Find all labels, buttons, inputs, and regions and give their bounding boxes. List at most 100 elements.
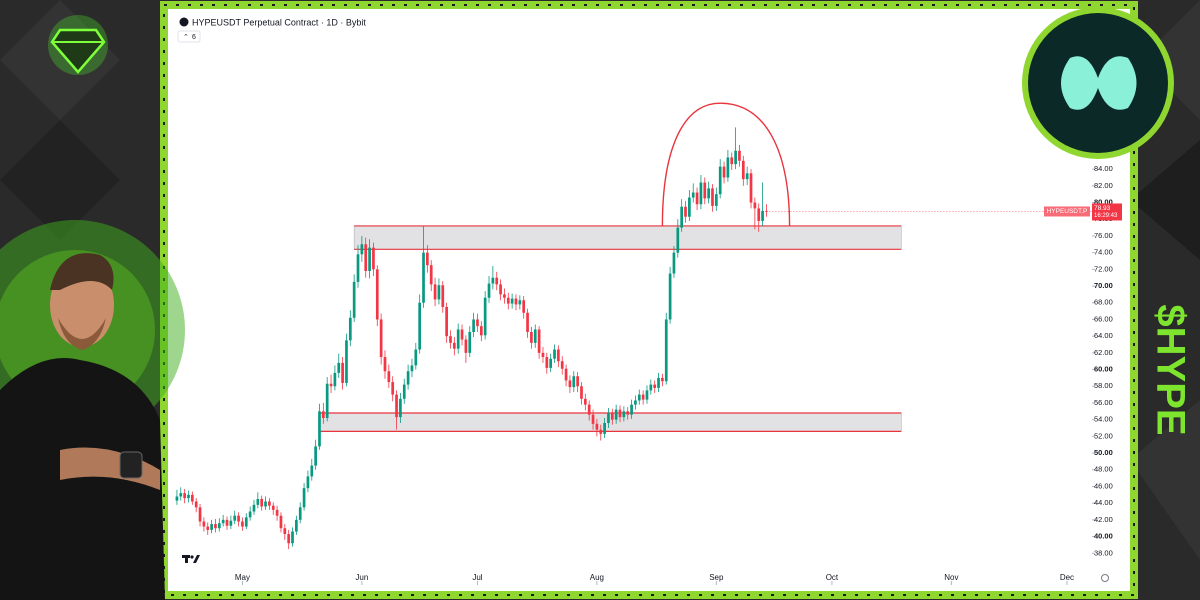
candle-body xyxy=(360,244,364,255)
x-tick-label: Dec xyxy=(1060,573,1074,582)
candle-body xyxy=(657,377,660,388)
candle-body xyxy=(738,150,741,161)
candle-body xyxy=(722,166,726,178)
candle-body xyxy=(714,194,718,206)
candle-body xyxy=(464,339,468,353)
candle-body xyxy=(422,252,425,303)
candle-body xyxy=(202,521,206,527)
candle-body xyxy=(252,504,256,512)
candle-body xyxy=(426,252,429,266)
candle-body xyxy=(699,182,703,205)
candle-body xyxy=(749,173,753,203)
settings-icon[interactable] xyxy=(1101,574,1109,582)
candle-body xyxy=(298,507,302,520)
candle-body xyxy=(688,197,691,217)
candle-body xyxy=(506,297,510,304)
candle-body xyxy=(437,285,441,300)
frame xyxy=(160,1,1138,599)
candle-body xyxy=(406,371,410,385)
candle-body xyxy=(691,192,695,198)
candle-body xyxy=(391,382,395,395)
candle-body xyxy=(549,358,553,368)
candle-body xyxy=(375,269,379,320)
candle-body xyxy=(618,409,622,418)
candle-body xyxy=(518,300,522,305)
candle-body xyxy=(368,247,371,272)
candle-body xyxy=(410,365,414,372)
candle-body xyxy=(402,384,406,399)
candle-body xyxy=(757,208,761,221)
candle-body xyxy=(295,519,298,532)
candle-body xyxy=(637,394,641,401)
candle-body xyxy=(526,312,529,332)
candle-body xyxy=(291,531,294,544)
candle-body xyxy=(707,188,710,199)
candle-body xyxy=(476,319,479,327)
y-tick-label: 62.00 xyxy=(1094,348,1113,357)
candle-body xyxy=(241,521,244,527)
candle-body xyxy=(414,349,418,366)
candle-body xyxy=(607,412,610,423)
candle-body xyxy=(668,273,672,320)
candle-body xyxy=(364,244,368,272)
candle-body xyxy=(275,509,279,516)
candle-body xyxy=(741,160,745,180)
candle-body xyxy=(761,210,764,221)
candle-body xyxy=(503,294,506,298)
y-tick-label: 64.00 xyxy=(1094,331,1113,340)
price-badge xyxy=(1092,203,1122,221)
candle-body xyxy=(472,319,475,332)
candle-body xyxy=(225,519,229,526)
candle-body xyxy=(583,398,587,405)
gem-logo xyxy=(48,15,108,75)
candle-body xyxy=(345,340,348,383)
candle-body xyxy=(576,376,579,387)
x-tick-label: Oct xyxy=(826,573,839,582)
candle-body xyxy=(730,157,734,165)
candle-body xyxy=(244,517,248,527)
candle-body xyxy=(491,277,495,284)
candle-body xyxy=(399,398,402,418)
candle-body xyxy=(248,511,252,518)
candle-body xyxy=(283,528,287,535)
y-tick-label: 76.00 xyxy=(1094,231,1113,240)
candle-body xyxy=(622,411,626,418)
y-tick-label: 50.00 xyxy=(1094,448,1113,457)
y-tick-label: 42.00 xyxy=(1094,515,1113,524)
candle-body xyxy=(348,317,352,341)
candle-body xyxy=(310,465,314,477)
y-tick-label: 40.00 xyxy=(1094,532,1113,541)
candle-body xyxy=(661,377,664,382)
candle-body xyxy=(379,319,383,358)
candle-body xyxy=(580,386,583,399)
candle-body xyxy=(175,496,179,501)
candle-body xyxy=(190,494,194,502)
candle-body xyxy=(510,298,514,304)
y-tick-label: 38.00 xyxy=(1094,548,1113,557)
candle-body xyxy=(449,336,452,343)
candle-body xyxy=(321,411,325,418)
candle-body xyxy=(483,297,487,336)
candle-body xyxy=(268,501,271,506)
candle-body xyxy=(703,182,707,199)
y-tick-label: 58.00 xyxy=(1094,381,1113,390)
candle-body xyxy=(557,349,560,362)
candle-body xyxy=(587,404,591,415)
candle-body xyxy=(634,400,637,405)
candle-body xyxy=(603,423,606,434)
y-tick-label: 54.00 xyxy=(1094,415,1113,424)
person-photo xyxy=(0,220,185,600)
candle-body xyxy=(194,501,198,508)
candle-body xyxy=(337,362,341,373)
candle-body xyxy=(233,515,237,521)
candle-body xyxy=(456,329,460,349)
candle-body xyxy=(206,526,210,530)
candle-body xyxy=(564,368,568,381)
indicator-toggle[interactable] xyxy=(177,30,201,43)
candle-body xyxy=(591,414,595,424)
candle-body xyxy=(429,265,433,285)
candle-body xyxy=(372,247,375,270)
candle-body xyxy=(287,534,291,544)
exchange-icon xyxy=(179,17,189,27)
candle-body xyxy=(572,376,576,388)
